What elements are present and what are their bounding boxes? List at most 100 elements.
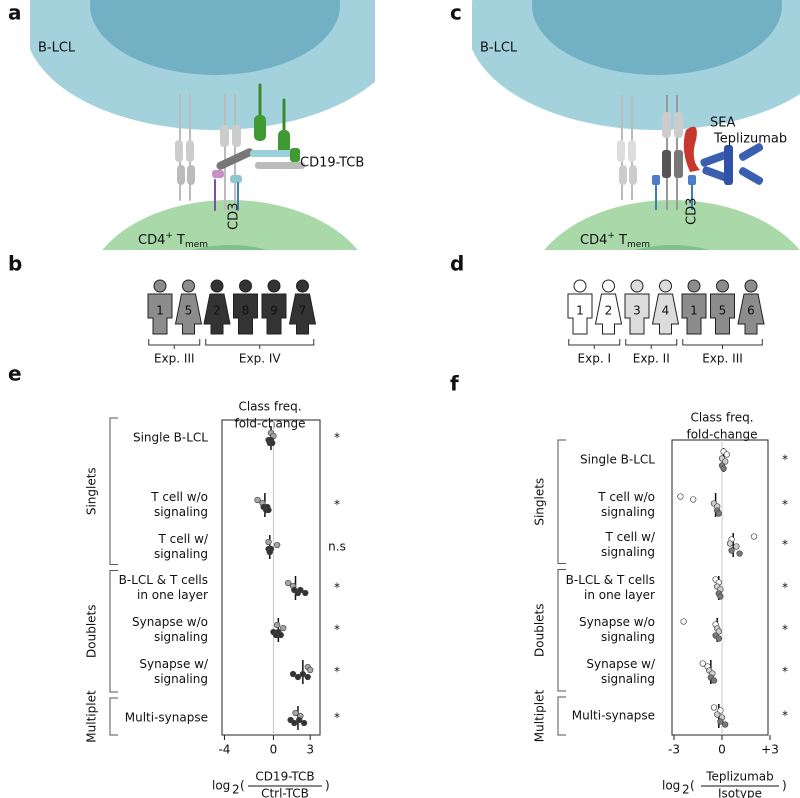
text: + [607, 231, 615, 241]
data-point [720, 465, 727, 472]
donor-head [267, 279, 281, 293]
data-point [699, 660, 706, 667]
category-label: Multi-synapse [572, 709, 655, 723]
category-label: signaling [154, 630, 208, 644]
axis-label: 2 [232, 783, 240, 797]
panel-letter: d [450, 252, 464, 276]
donor-number: 1 [576, 304, 584, 318]
data-point [266, 548, 273, 556]
panel-letter: b [8, 252, 22, 276]
data-point [300, 719, 308, 727]
x-tick-label: 0 [718, 743, 726, 757]
axis-label: log [662, 779, 680, 793]
significance-label: * [782, 665, 788, 679]
data-point [292, 709, 299, 717]
significance-label: * [334, 431, 340, 445]
data-point [297, 586, 304, 594]
significance-label: * [782, 623, 788, 637]
data-point [289, 670, 297, 678]
chart-title: fold-change [686, 428, 757, 442]
illustration-c [472, 0, 800, 250]
donor-body [594, 293, 623, 335]
data-point [680, 618, 687, 625]
data-point [714, 711, 721, 718]
data-point [273, 541, 281, 549]
data-point [277, 631, 284, 639]
panel-letter: c [450, 1, 462, 25]
category-label: T cell w/o [150, 490, 208, 504]
chart-title: Class freq. [238, 400, 301, 414]
donor-number: 2 [605, 304, 613, 318]
donor-body [624, 293, 650, 335]
donor-head [296, 279, 309, 293]
receptor-label: CD3 [685, 198, 700, 225]
axis-label: Ctrl-TCB [261, 787, 309, 798]
group-bracket [557, 439, 566, 564]
x-tick-label: -3 [668, 743, 680, 757]
experiment-label: Exp. III [702, 352, 743, 366]
x-tick-label: -4 [218, 743, 230, 757]
bracket [568, 339, 621, 349]
group-label: Singlets [533, 478, 547, 526]
category-label: signaling [601, 545, 655, 559]
data-point [715, 628, 722, 635]
donor-number: 5 [719, 304, 727, 318]
experiment-label: Exp. IV [239, 352, 281, 366]
significance-label: * [782, 581, 788, 595]
donor-body [233, 293, 258, 335]
data-point [723, 451, 730, 458]
axis-label: Teplizumab [705, 770, 774, 784]
data-point [715, 510, 722, 517]
significance-label: * [782, 709, 788, 723]
significance-label: n.s [328, 540, 346, 554]
donor-head [744, 279, 758, 293]
category-label: signaling [154, 672, 208, 686]
data-point [307, 666, 314, 674]
data-point [710, 704, 718, 711]
data-point [269, 439, 276, 447]
x-tick-label: 0 [270, 743, 278, 757]
data-point [722, 721, 729, 728]
data-point [291, 719, 298, 727]
category-label: signaling [154, 505, 208, 519]
group-label: Multiplet [85, 690, 99, 743]
category-label: T cell w/ [605, 530, 656, 544]
category-label: in one layer [137, 588, 208, 602]
category-label: T cell w/ [158, 532, 209, 546]
data-point [690, 496, 697, 503]
data-point [750, 533, 758, 540]
group-label: Doublets [533, 604, 547, 657]
antibody-label: Teplizumab [713, 132, 787, 147]
category-label: Synapse w/ [586, 657, 656, 671]
text: mem [627, 240, 650, 250]
group-label: Singlets [85, 467, 99, 515]
significance-label: * [334, 498, 340, 512]
significance-label: * [334, 581, 340, 595]
category-label: Single B-LCL [580, 453, 655, 467]
cell-label: CD4+ Tmem [580, 231, 650, 250]
data-point [299, 670, 307, 678]
molecule-label: CD19-TCB [300, 156, 364, 171]
bracket [148, 339, 201, 349]
category-label: Synapse w/o [579, 615, 655, 629]
data-point [710, 677, 718, 684]
panel-letter: a [8, 1, 22, 25]
category-label: B-LCL & T cells [119, 573, 208, 587]
donor-number: 5 [185, 304, 193, 318]
significance-label: * [782, 498, 788, 512]
category-label: Synapse w/ [139, 657, 209, 671]
donor-number: 7 [299, 304, 307, 318]
donor-number: 1 [690, 304, 698, 318]
donor-head [602, 279, 615, 293]
category-label: signaling [601, 672, 655, 686]
donor-body [288, 293, 317, 335]
category-label: Single B-LCL [133, 431, 208, 445]
donor-body [174, 293, 203, 335]
data-point [715, 635, 722, 642]
data-point [722, 458, 729, 465]
donor-body [567, 293, 593, 335]
data-point [726, 540, 734, 547]
category-label: T cell w/o [597, 490, 655, 504]
data-point [296, 716, 303, 724]
